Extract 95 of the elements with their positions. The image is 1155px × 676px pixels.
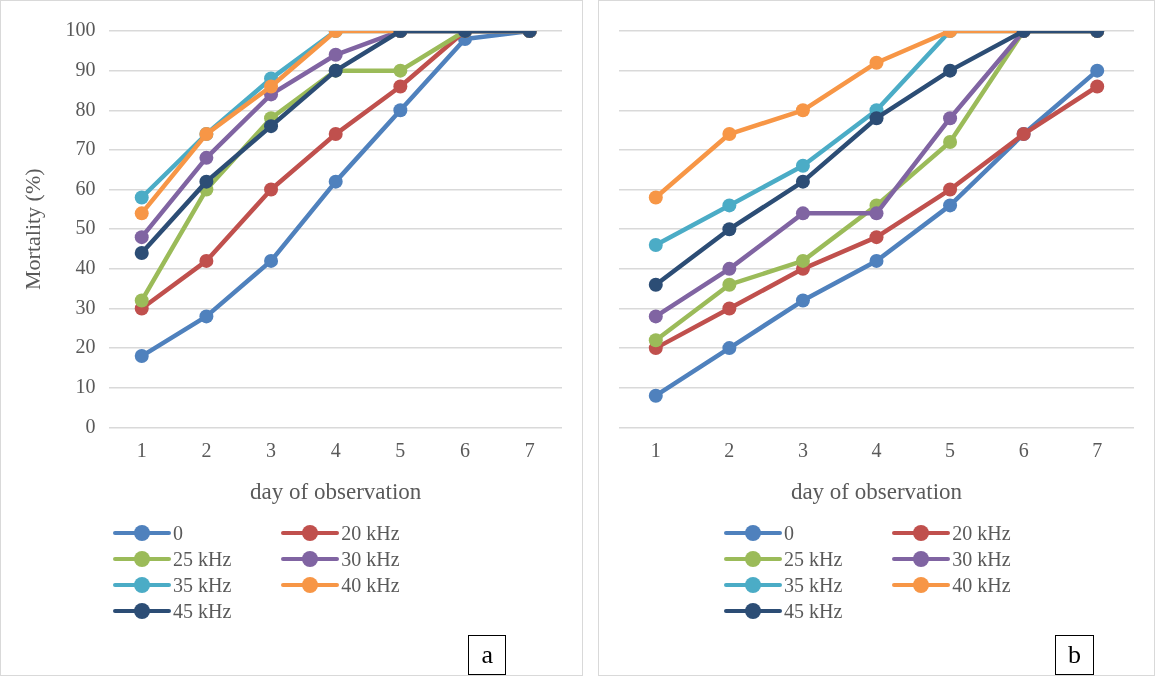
point — [134, 349, 149, 364]
x-tick-label: 3 — [266, 438, 277, 461]
point — [264, 182, 279, 197]
x-tick-label: 1 — [136, 438, 147, 461]
point — [393, 103, 408, 118]
x-tick-label: 2 — [724, 438, 735, 461]
point — [722, 198, 737, 213]
point — [869, 55, 884, 70]
point — [722, 341, 737, 356]
point — [134, 293, 149, 308]
legend-label: 25 kHz — [784, 547, 843, 571]
point — [328, 127, 343, 142]
point — [795, 103, 810, 118]
x-tick-label: 2 — [201, 438, 212, 461]
y-tick-label: 80 — [75, 97, 96, 120]
y-tick-label: 30 — [75, 295, 96, 318]
point — [795, 206, 810, 221]
y-tick-label: 20 — [75, 335, 96, 358]
legend-label: 0 — [173, 521, 183, 545]
point — [795, 158, 810, 173]
legend-label: 30 kHz — [952, 547, 1011, 571]
legend-label: 40 kHz — [341, 573, 400, 597]
x-tick-label: 3 — [797, 438, 808, 461]
point — [943, 63, 958, 78]
y-tick-label: 40 — [75, 256, 96, 279]
point — [869, 253, 884, 268]
point — [134, 190, 149, 205]
x-tick-label: 4 — [330, 438, 341, 461]
x-tick-label: 6 — [1018, 438, 1029, 461]
x-tick-label: 7 — [1092, 438, 1103, 461]
y-tick-label: 10 — [75, 375, 96, 398]
point — [722, 301, 737, 316]
point — [134, 245, 149, 260]
point — [199, 174, 214, 189]
x-tick-label: 1 — [650, 438, 661, 461]
point — [869, 111, 884, 126]
point — [943, 111, 958, 126]
point — [722, 277, 737, 292]
point — [393, 79, 408, 94]
point — [648, 309, 663, 324]
point — [199, 309, 214, 324]
point — [199, 150, 214, 165]
y-axis-title: Mortality (%) — [19, 168, 45, 290]
y-tick-label: 90 — [75, 57, 96, 80]
point — [648, 277, 663, 292]
y-tick-label: 0 — [85, 414, 96, 437]
legend-label: 0 — [784, 521, 794, 545]
point — [795, 253, 810, 268]
x-axis-title: day of observation — [790, 479, 963, 505]
legend-label: 45 kHz — [784, 599, 843, 623]
x-tick-label: 5 — [395, 438, 406, 461]
point — [648, 190, 663, 205]
point — [722, 222, 737, 237]
legend-label: 20 kHz — [341, 521, 400, 545]
text: a — [468, 635, 506, 675]
x-axis-title: day of observation — [250, 479, 422, 505]
legend-label: 35 kHz — [173, 573, 232, 597]
point — [1090, 63, 1105, 78]
point — [648, 388, 663, 403]
x-tick-label: 4 — [871, 438, 882, 461]
point — [134, 230, 149, 245]
point — [264, 79, 279, 94]
point — [648, 238, 663, 253]
point — [722, 127, 737, 142]
x-tick-label: 6 — [460, 438, 471, 461]
point — [264, 119, 279, 134]
point — [943, 182, 958, 197]
x-tick-label: 7 — [524, 438, 535, 461]
legend-label: 30 kHz — [341, 547, 400, 571]
point — [795, 293, 810, 308]
point — [328, 174, 343, 189]
y-tick-label: 100 — [65, 18, 96, 41]
point — [393, 63, 408, 78]
legend-label: 20 kHz — [952, 521, 1011, 545]
point — [328, 47, 343, 62]
y-tick-label: 50 — [75, 216, 96, 239]
point — [722, 261, 737, 276]
point — [648, 333, 663, 348]
point — [264, 253, 279, 268]
point — [943, 198, 958, 213]
legend-label: 40 kHz — [952, 573, 1011, 597]
point — [869, 230, 884, 245]
point — [869, 206, 884, 221]
point — [1090, 79, 1105, 94]
point — [943, 134, 958, 149]
y-tick-label: 70 — [75, 137, 96, 160]
point — [795, 174, 810, 189]
legend-label: 35 kHz — [784, 573, 843, 597]
legend-label: 45 kHz — [173, 599, 232, 623]
text: b — [1055, 635, 1094, 675]
legend-label: 25 kHz — [173, 547, 232, 571]
point — [199, 253, 214, 268]
x-tick-label: 5 — [945, 438, 956, 461]
point — [134, 206, 149, 221]
y-tick-label: 60 — [75, 176, 96, 199]
